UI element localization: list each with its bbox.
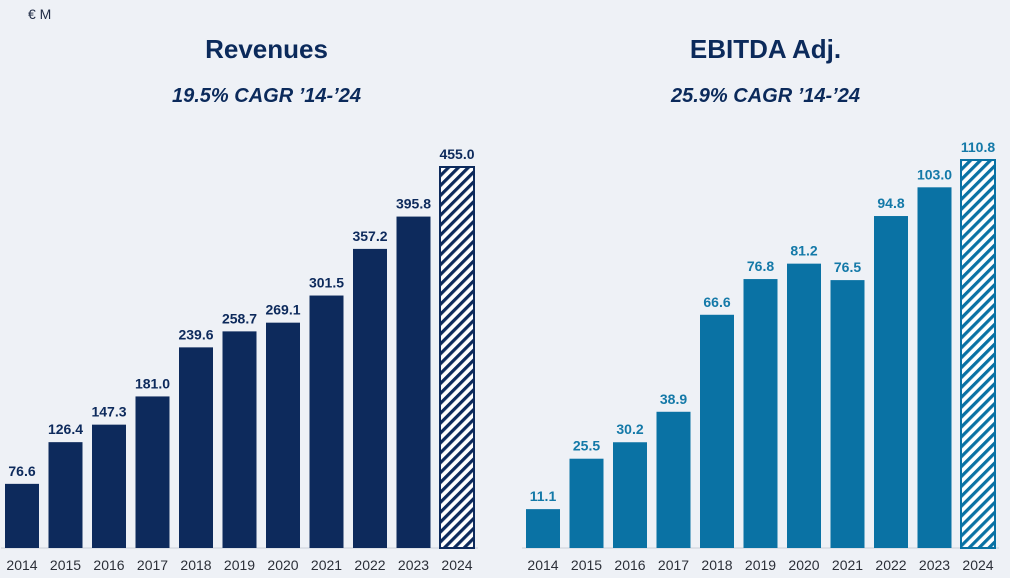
x-tick-2014: 2014 [527,557,558,573]
bar-2020 [787,263,821,548]
data-label-2023: 103.0 [917,166,952,182]
data-label-2021: 76.5 [834,259,861,275]
x-tick-2017: 2017 [658,557,689,573]
x-tick-2020: 2020 [788,557,819,573]
bar-2015 [569,458,604,548]
data-label-2022: 94.8 [877,195,904,211]
data-label-2015: 25.5 [573,438,600,454]
data-label-2014: 11.1 [530,488,557,504]
x-tick-2015: 2015 [571,557,602,573]
bar-2017 [656,411,691,548]
data-label-2016: 147.3 [91,404,126,420]
x-tick-2019: 2019 [224,557,255,573]
x-tick-2024: 2024 [962,557,993,573]
x-tick-2018: 2018 [701,557,732,573]
data-label-2014: 76.6 [8,463,35,479]
data-label-2019: 258.7 [222,310,257,326]
x-tick-2020: 2020 [267,557,298,573]
data-label-2023: 395.8 [396,196,431,212]
bar-2014 [5,483,39,548]
x-tick-2016: 2016 [614,557,645,573]
data-label-2015: 126.4 [48,421,83,437]
ebitda-bar-chart: 11.1 2014 25.5 2015 30.2 2016 38.9 2017 66.6 2018… [522,139,999,573]
x-tick-2021: 2021 [832,557,863,573]
revenues-bar-chart: 76.6 2014 126.4 2015 147.3 2016 181.0 2017 239.6… [1,146,478,573]
data-label-2021: 301.5 [309,275,344,291]
x-tick-2017: 2017 [137,557,168,573]
x-tick-2021: 2021 [311,557,342,573]
x-tick-2022: 2022 [354,557,385,573]
bar-2019 [222,331,257,548]
bar-2019 [743,279,778,548]
bar-2023 [917,187,952,548]
bar-2024 [439,166,475,549]
data-label-2017: 181.0 [135,375,170,391]
data-label-2024: 110.8 [961,139,995,155]
revenues-panel: Revenues 19.5% CAGR ’14-’24 76.6 2014 126.… [1,34,478,573]
x-tick-2023: 2023 [919,557,950,573]
bar-2022 [353,248,387,548]
chart-title-revenues: Revenues [205,34,328,64]
data-label-2024: 455.0 [439,146,474,162]
chart-subtitle-revenues: 19.5% CAGR ’14-’24 [172,85,361,107]
data-label-2018: 66.6 [703,294,730,310]
bar-2017 [135,396,170,548]
unit-label: € M [28,6,52,22]
x-tick-2023: 2023 [398,557,429,573]
x-tick-2016: 2016 [93,557,124,573]
x-tick-2022: 2022 [875,557,906,573]
bar-2016 [613,442,647,548]
bar-2016 [92,424,126,548]
x-tick-2014: 2014 [6,557,37,573]
data-label-2020: 269.1 [265,302,300,318]
data-label-2016: 30.2 [616,421,643,437]
data-label-2018: 239.6 [178,326,213,342]
bar-2022 [874,216,908,549]
bar-2014 [526,509,560,548]
bar-2021 [309,295,344,548]
data-label-2019: 76.8 [747,258,774,274]
data-label-2020: 81.2 [790,243,817,259]
x-tick-2019: 2019 [745,557,776,573]
data-label-2017: 38.9 [660,391,687,407]
chart-title-ebitda: EBITDA Adj. [689,34,842,64]
ebitda-panel: EBITDA Adj. 25.9% CAGR ’14-’24 11.1 2014 2… [505,0,1010,578]
bar-2018 [179,347,213,548]
data-label-2022: 357.2 [352,228,387,244]
x-tick-2024: 2024 [441,557,472,573]
x-tick-2015: 2015 [50,557,81,573]
chart-subtitle-ebitda: 25.9% CAGR ’14-’24 [671,85,860,107]
bar-2023 [396,216,431,548]
bar-2020 [266,322,300,548]
bar-2018 [700,314,734,548]
bar-2024 [960,159,996,549]
bar-2021 [830,280,865,548]
x-tick-2018: 2018 [180,557,211,573]
bar-2015 [48,442,83,548]
